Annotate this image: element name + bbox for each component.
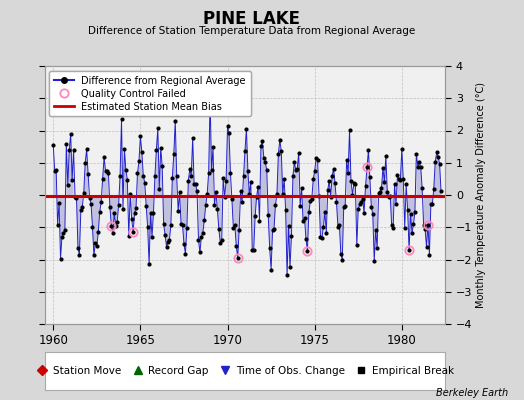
Legend: Station Move, Record Gap, Time of Obs. Change, Empirical Break: Station Move, Record Gap, Time of Obs. C… bbox=[32, 362, 458, 380]
Legend: Difference from Regional Average, Quality Control Failed, Estimated Station Mean: Difference from Regional Average, Qualit… bbox=[49, 71, 251, 116]
Text: Difference of Station Temperature Data from Regional Average: Difference of Station Temperature Data f… bbox=[88, 26, 415, 36]
Text: Berkeley Earth: Berkeley Earth bbox=[436, 388, 508, 398]
Y-axis label: Monthly Temperature Anomaly Difference (°C): Monthly Temperature Anomaly Difference (… bbox=[476, 82, 486, 308]
Text: PINE LAKE: PINE LAKE bbox=[203, 10, 300, 28]
